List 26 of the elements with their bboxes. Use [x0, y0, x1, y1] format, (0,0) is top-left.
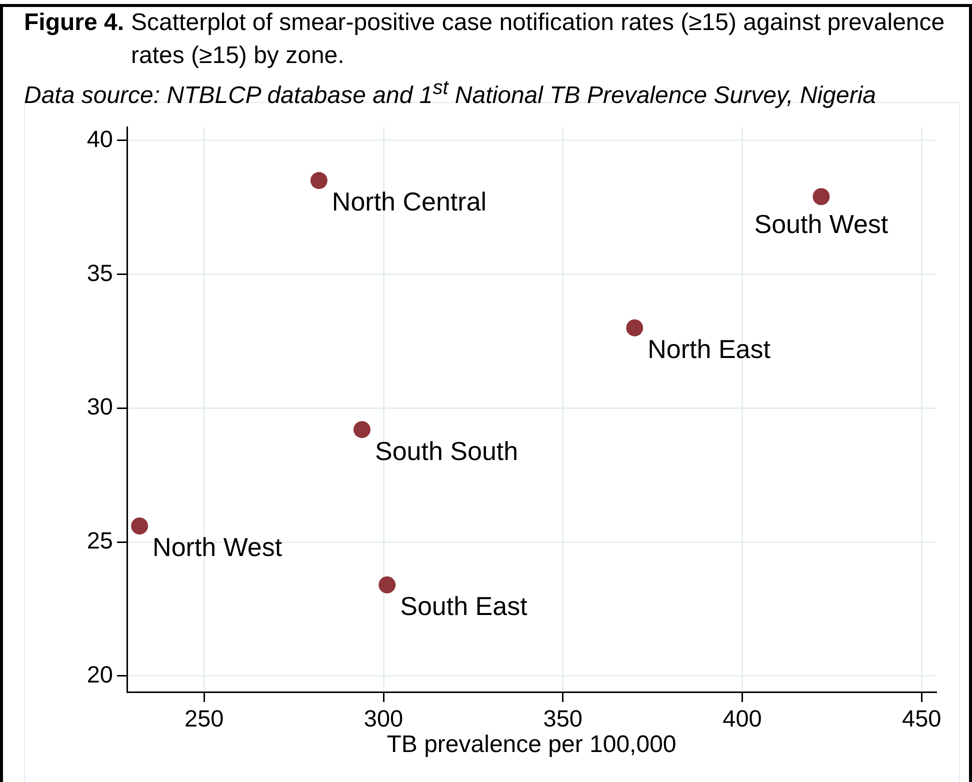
point — [353, 421, 370, 438]
y-tick-label: 20 — [86, 661, 113, 688]
point — [131, 517, 148, 534]
point — [812, 188, 830, 206]
annotation: South South — [374, 436, 518, 466]
x-axis-title: TB prevalence per 100,000 — [386, 731, 676, 758]
x-tick-label: 250 — [184, 706, 224, 732]
point — [626, 319, 644, 336]
point — [310, 172, 328, 190]
annotation: South West — [754, 208, 889, 239]
point — [378, 576, 396, 594]
y-tick-label: 25 — [86, 528, 113, 554]
annotation: North East — [648, 334, 772, 364]
annotation: South East — [400, 591, 528, 622]
chart-title: Figure 4. — [24, 8, 124, 38]
x-tick-label: 450 — [902, 706, 942, 732]
source-note: Data source: NTBLCP database and 1$^{st}$ National TB Prevalence Survey, Nigeria — [24, 76, 877, 111]
y-tick-label: 30 — [86, 394, 113, 420]
x-tick-label: 350 — [543, 706, 582, 732]
x-tick-label: 400 — [722, 706, 762, 732]
y-tick-label: 35 — [86, 260, 113, 286]
x-tick-label: 300 — [364, 706, 404, 732]
annotation: North Central — [332, 186, 487, 217]
chart-subtitle: Scatterplot of smear-positive case notification rates (≥15) against prevalence rates (≥15) by zone. — [131, 8, 946, 70]
annotation: North West — [152, 532, 283, 562]
y-tick-label: 40 — [86, 126, 113, 152]
